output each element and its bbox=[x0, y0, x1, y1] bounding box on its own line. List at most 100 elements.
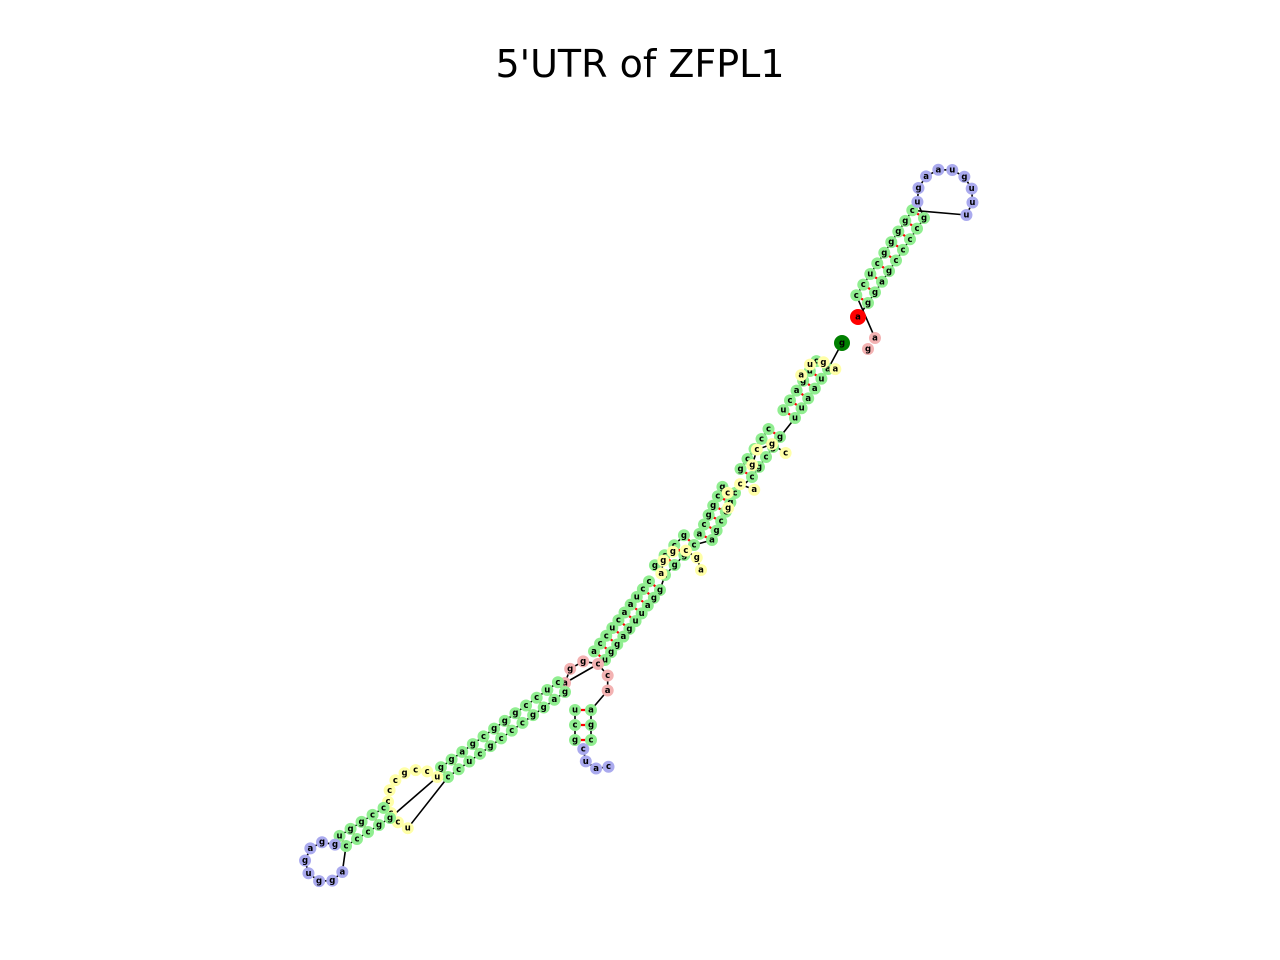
svg-text:g: g bbox=[865, 345, 871, 355]
main-stem-1-base: u bbox=[815, 372, 828, 385]
svg-text:g: g bbox=[872, 288, 878, 298]
internal-loop-4-base: c bbox=[679, 544, 692, 557]
side-hairpin-base: c bbox=[577, 743, 590, 756]
multiloop-base: c bbox=[592, 657, 604, 670]
bottom-stem-base: g bbox=[344, 822, 357, 835]
svg-text:c: c bbox=[477, 749, 482, 759]
bottom-stem-base: g bbox=[373, 819, 385, 831]
svg-text:u: u bbox=[949, 165, 955, 175]
svg-text:c: c bbox=[715, 492, 720, 502]
lower-stem-base: c bbox=[516, 716, 529, 729]
multiloop-base: g bbox=[564, 662, 577, 675]
main-stem-2-base: c bbox=[760, 451, 772, 463]
internal-loop-4-base: a bbox=[695, 564, 707, 576]
bottom-hairpin-base: g bbox=[316, 836, 329, 849]
svg-text:u: u bbox=[969, 184, 975, 194]
svg-text:c: c bbox=[381, 803, 386, 813]
internal-loop-1-base: u bbox=[804, 358, 816, 371]
internal-loop-3-base: a bbox=[748, 483, 761, 496]
svg-text:g: g bbox=[800, 376, 806, 386]
svg-text:u: u bbox=[639, 609, 645, 619]
side-stem-base: a bbox=[585, 704, 597, 716]
main-stem-2-base: c bbox=[755, 432, 768, 445]
svg-text:c: c bbox=[861, 280, 866, 290]
svg-text:g: g bbox=[512, 709, 518, 719]
lower-stem-base: a bbox=[456, 745, 469, 758]
svg-text:c: c bbox=[413, 766, 418, 776]
upper-stem-base: c bbox=[904, 233, 916, 246]
svg-text:c: c bbox=[555, 678, 560, 688]
svg-text:g: g bbox=[886, 267, 892, 277]
internal-loop-2-base: c bbox=[750, 443, 763, 456]
bottom-stem-base: c bbox=[362, 826, 374, 838]
svg-text:c: c bbox=[907, 235, 912, 245]
svg-text:c: c bbox=[914, 224, 919, 234]
svg-text:g: g bbox=[376, 821, 382, 831]
lower-stem-base: c bbox=[495, 732, 508, 745]
svg-text:g: g bbox=[737, 464, 743, 474]
svg-text:g: g bbox=[694, 553, 700, 563]
svg-text:c: c bbox=[395, 818, 400, 828]
top-hairpin-base: u bbox=[965, 182, 978, 195]
svg-text:g: g bbox=[348, 824, 354, 834]
main-stem-2-base: g bbox=[774, 431, 786, 443]
bottom-stem-base: c bbox=[340, 840, 352, 852]
main-stem-3-base: g bbox=[710, 524, 723, 537]
side-stem-base: u bbox=[569, 704, 581, 716]
svg-text:u: u bbox=[914, 197, 920, 207]
svg-text:u: u bbox=[583, 757, 589, 767]
svg-text:g: g bbox=[895, 227, 901, 237]
svg-text:c: c bbox=[732, 489, 737, 499]
side-stem-base: g bbox=[569, 734, 581, 746]
upper-stem-base: a bbox=[876, 275, 888, 288]
svg-text:a: a bbox=[855, 313, 861, 323]
svg-text:g: g bbox=[502, 716, 508, 726]
main-stem-3-base: g bbox=[702, 509, 715, 522]
internal-loop-1-base: a bbox=[829, 363, 842, 376]
top-hairpin-base: g bbox=[958, 170, 971, 183]
svg-text:a: a bbox=[751, 485, 757, 495]
svg-text:a: a bbox=[709, 536, 715, 546]
svg-text:c: c bbox=[581, 745, 586, 755]
svg-text:g: g bbox=[710, 501, 716, 511]
svg-text:c: c bbox=[524, 701, 529, 711]
svg-text:a: a bbox=[923, 172, 929, 182]
svg-text:g: g bbox=[491, 724, 497, 734]
main-stem-4-base: g bbox=[668, 559, 681, 571]
svg-text:c: c bbox=[604, 631, 609, 641]
svg-text:g: g bbox=[714, 526, 720, 536]
svg-text:c: c bbox=[875, 259, 880, 269]
svg-text:g: g bbox=[902, 216, 908, 226]
svg-text:g: g bbox=[820, 358, 826, 368]
svg-text:g: g bbox=[567, 664, 573, 674]
svg-text:a: a bbox=[794, 386, 800, 396]
svg-text:c: c bbox=[814, 357, 819, 367]
main-stem-5-base: a bbox=[587, 645, 600, 658]
top-hairpin-base: a bbox=[920, 170, 933, 183]
svg-text:u: u bbox=[572, 706, 578, 716]
svg-text:a: a bbox=[339, 868, 345, 878]
internal-loop-2-base: g bbox=[746, 459, 759, 472]
upper-stem-base: g bbox=[885, 236, 898, 249]
svg-text:a: a bbox=[628, 600, 634, 610]
exterior-base: g bbox=[862, 343, 874, 355]
svg-text:g: g bbox=[915, 183, 921, 193]
upper-stem-base: u bbox=[864, 268, 877, 281]
svg-text:g: g bbox=[319, 838, 325, 848]
main-stem-3-base: c bbox=[715, 515, 728, 528]
svg-text:g: g bbox=[316, 877, 322, 887]
multiloop-base: g bbox=[577, 655, 590, 668]
svg-text:g: g bbox=[651, 593, 657, 603]
svg-text:g: g bbox=[657, 586, 663, 596]
bottom-hairpin-base: a bbox=[304, 842, 317, 855]
svg-text:u: u bbox=[780, 406, 786, 416]
svg-text:u: u bbox=[434, 773, 440, 783]
upper-stem-base: g bbox=[869, 286, 881, 299]
link-loop-bottom bbox=[389, 776, 439, 819]
svg-text:c: c bbox=[749, 473, 754, 483]
svg-text:a: a bbox=[697, 529, 703, 539]
lower-stem-base: c bbox=[505, 724, 518, 737]
main-stem-1-base: c bbox=[783, 394, 796, 407]
svg-text:c: c bbox=[387, 786, 392, 796]
